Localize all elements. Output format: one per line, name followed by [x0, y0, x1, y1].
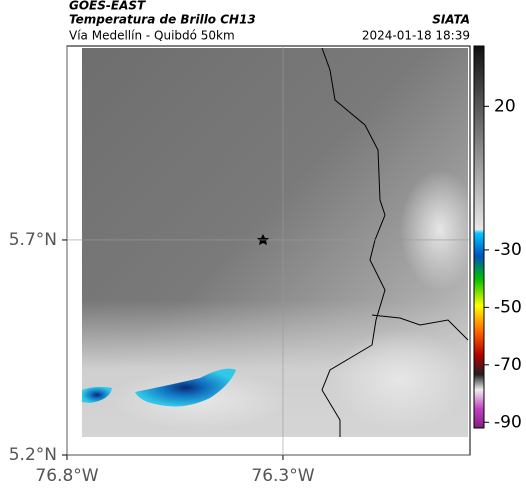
colorbar-tick-label: -70	[494, 355, 522, 375]
source: GOES-EAST	[69, 0, 146, 13]
x-tick-label: 76.3°W	[251, 466, 314, 486]
y-tick-label: 5.7°N	[9, 230, 57, 250]
colorbar	[473, 45, 485, 429]
satellite-image	[82, 47, 480, 437]
colorbar-tick-label: -90	[494, 412, 522, 432]
brand: SIATA	[432, 13, 470, 27]
product: Temperatura de Brillo CH13	[69, 13, 256, 27]
colorbar-tick-label: 20	[494, 96, 516, 116]
y-tick-label: 5.2°N	[9, 445, 57, 465]
route: Vía Medellín - Quibdó 50km	[69, 29, 235, 43]
colorbar-tick-label: -30	[494, 240, 522, 260]
colorbar-tick-label: -50	[494, 297, 522, 317]
x-tick-label: 76.8°W	[35, 466, 98, 486]
datetime: 2024-01-18 18:39	[362, 29, 470, 43]
